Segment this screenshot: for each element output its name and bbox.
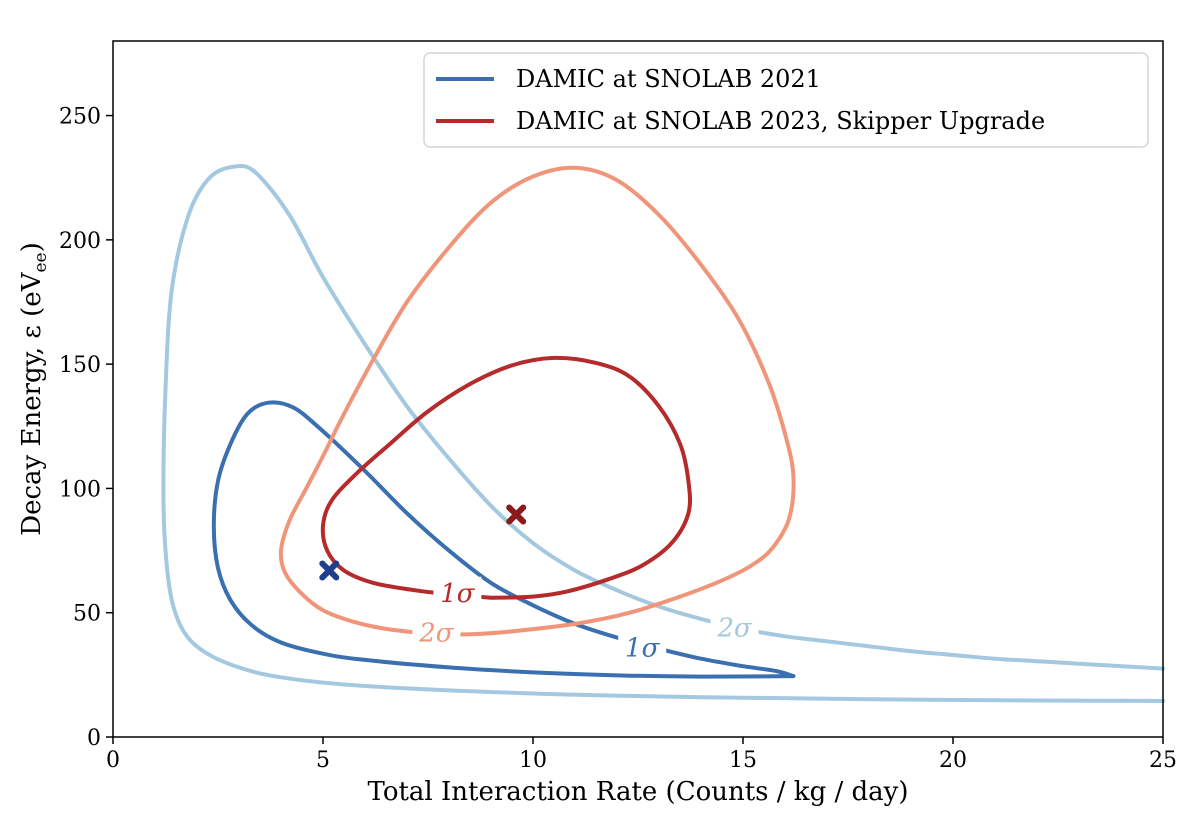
contour-line-2023-2sigma <box>278 165 796 637</box>
x-tick-label: 15 <box>729 748 757 773</box>
legend: DAMIC at SNOLAB 2021 DAMIC at SNOLAB 202… <box>423 52 1149 148</box>
y-tick-label: 150 <box>59 353 101 378</box>
contour-labels: 1σ 2σ 1σ 2σ <box>412 576 759 664</box>
contour-label-bg <box>710 611 759 642</box>
legend-box <box>423 52 1149 148</box>
contour-label-1: 2σ <box>418 619 455 649</box>
best-fit-markers <box>319 504 527 581</box>
contour-label-bg <box>412 616 461 647</box>
contour-lines <box>161 164 1165 703</box>
y-axis-label-subscript: ee <box>31 252 51 272</box>
y-tick-label: 200 <box>59 229 101 254</box>
contour-label-0: 1σ <box>440 579 476 609</box>
contour-line-2021-2sigma <box>161 164 1165 703</box>
plot-frame <box>112 40 1164 738</box>
x-tick-label: 20 <box>939 748 967 773</box>
contour-label-2: 1σ <box>625 634 661 664</box>
y-tick-label: 50 <box>73 602 101 627</box>
y-axis-ticks: 0 50 100 150 200 250 <box>59 105 113 751</box>
x-axis-ticks: 0 5 10 15 20 25 <box>106 737 1177 773</box>
y-tick-label: 250 <box>59 105 101 130</box>
y-tick-label: 0 <box>87 726 101 751</box>
x-tick-label: 10 <box>519 748 547 773</box>
legend-label-2021: DAMIC at SNOLAB 2021 <box>516 65 821 93</box>
best-fit-marker-2021 <box>319 560 340 581</box>
x-tick-label: 0 <box>106 748 120 773</box>
contour-label-bg <box>433 576 482 607</box>
x-tick-label: 25 <box>1149 748 1177 773</box>
x-tick-label: 5 <box>316 748 330 773</box>
best-fit-marker-2023 <box>506 504 527 525</box>
y-axis-label-main: Decay Energy, ε (eV <box>17 271 47 535</box>
y-axis-label: Decay Energy, ε (eVee) <box>17 242 51 536</box>
legend-label-2023: DAMIC at SNOLAB 2023, Skipper Upgrade <box>516 107 1045 135</box>
y-axis-label-close: ) <box>17 242 47 252</box>
contour-label-3: 2σ <box>716 614 753 644</box>
contour-line-2021-1sigma <box>211 400 796 679</box>
x-axis-label: Total Interaction Rate (Counts / kg / da… <box>368 777 909 807</box>
y-tick-label: 100 <box>59 477 101 502</box>
contour-label-bg <box>618 631 667 662</box>
contour-line-2023-1sigma <box>320 355 692 600</box>
